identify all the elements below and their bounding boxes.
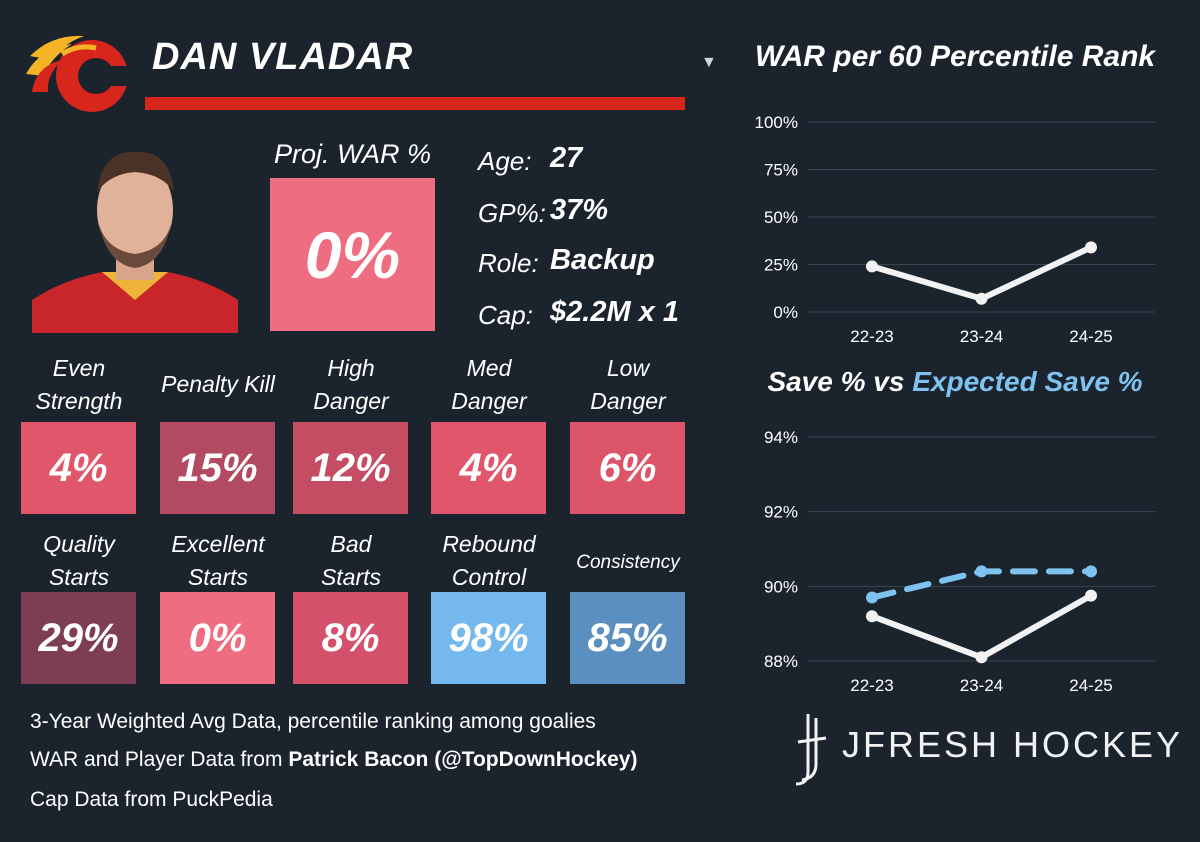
x-tick-label: 24-25 bbox=[1069, 327, 1112, 346]
flames-c-logo bbox=[26, 35, 137, 112]
y-tick-label: 25% bbox=[764, 256, 798, 275]
player-headshot bbox=[32, 151, 238, 333]
age-value: 27 bbox=[550, 142, 583, 174]
player-name: DAN VLADAR bbox=[152, 36, 414, 78]
data-point bbox=[1085, 241, 1097, 254]
stat-label: Even Strength bbox=[35, 355, 123, 414]
y-tick-label: 75% bbox=[764, 161, 798, 180]
stat-label: Penalty Kill bbox=[161, 371, 275, 397]
role-label: Role: bbox=[478, 248, 539, 278]
footer-credit: WAR and Player Data from Patrick Bacon (… bbox=[30, 748, 638, 771]
y-tick-label: 0% bbox=[773, 303, 798, 322]
x-tick-label: 22-23 bbox=[850, 676, 893, 695]
data-point bbox=[866, 591, 878, 604]
stat-even-strength: 4% bbox=[21, 422, 136, 514]
y-tick-label: 50% bbox=[764, 208, 798, 227]
series-line-1 bbox=[869, 592, 1094, 661]
stat-penalty-kill: 15% bbox=[160, 422, 275, 514]
save-pct-chart: 94% 92% 90% 88% 22-23 23-24 24-25 bbox=[764, 428, 1155, 695]
y-tick-label: 100% bbox=[755, 113, 798, 132]
stat-quality-starts: 29% bbox=[21, 592, 136, 684]
proj-war-value: 0% bbox=[270, 178, 435, 331]
stat-label: Bad Starts bbox=[320, 531, 382, 590]
data-point bbox=[866, 610, 878, 623]
stat-label: Low Danger bbox=[590, 355, 666, 414]
x-tick-label: 23-24 bbox=[960, 327, 1003, 346]
x-tick-label: 23-24 bbox=[960, 676, 1003, 695]
triangle-down-icon[interactable]: ▼ bbox=[701, 54, 717, 71]
stat-label: Excellent Starts bbox=[171, 531, 265, 590]
data-point bbox=[975, 292, 988, 305]
data-point bbox=[975, 565, 988, 578]
age-label: Age: bbox=[478, 146, 532, 176]
stat-label: Med Danger bbox=[451, 355, 527, 414]
gp-value: 37% bbox=[550, 194, 609, 226]
y-tick-label: 92% bbox=[764, 503, 798, 522]
footer-note: 3-Year Weighted Avg Data, percentile ran… bbox=[30, 710, 596, 733]
stat-high-danger: 12% bbox=[293, 422, 408, 514]
stat-consistency: 85% bbox=[570, 592, 685, 684]
proj-war-label: Proj. WAR % bbox=[273, 139, 432, 169]
footer-cap-source: Cap Data from PuckPedia bbox=[30, 788, 273, 811]
cap-value: $2.2M x 1 bbox=[550, 296, 679, 328]
stat-label: Consistency bbox=[576, 552, 680, 573]
stat-bad-starts: 8% bbox=[293, 592, 408, 684]
jfresh-stick-logo bbox=[795, 714, 827, 786]
stat-rebound-control: 98% bbox=[431, 592, 546, 684]
gp-label: GP%: bbox=[478, 198, 546, 228]
series-line-1 bbox=[869, 244, 1094, 302]
stat-label: Rebound Control bbox=[442, 531, 536, 590]
chart1-title: WAR per 60 Percentile Rank bbox=[754, 40, 1156, 73]
data-point bbox=[1085, 565, 1097, 578]
stat-low-danger: 6% bbox=[570, 422, 685, 514]
data-point bbox=[1085, 589, 1097, 602]
data-point bbox=[975, 651, 988, 664]
stat-label: Quality Starts bbox=[43, 531, 115, 590]
x-tick-label: 24-25 bbox=[1069, 676, 1112, 695]
war-percentile-chart: 100% 75% 50% 25% 0% 22-23 23-24 24-25 bbox=[755, 113, 1155, 346]
name-underline bbox=[145, 97, 685, 110]
cap-label: Cap: bbox=[478, 300, 533, 330]
role-value: Backup bbox=[550, 244, 655, 276]
y-tick-label: 90% bbox=[764, 577, 798, 596]
stat-excellent-starts: 0% bbox=[160, 592, 275, 684]
brand-name: JFRESH HOCKEY bbox=[842, 724, 1184, 765]
stat-label: High Danger bbox=[313, 355, 389, 414]
y-tick-label: 88% bbox=[764, 652, 798, 671]
chart2-title: Save % vs Expected Save % bbox=[767, 366, 1143, 397]
y-tick-label: 94% bbox=[764, 428, 798, 447]
data-point bbox=[866, 260, 878, 273]
x-tick-label: 22-23 bbox=[850, 327, 893, 346]
stat-med-danger: 4% bbox=[431, 422, 546, 514]
